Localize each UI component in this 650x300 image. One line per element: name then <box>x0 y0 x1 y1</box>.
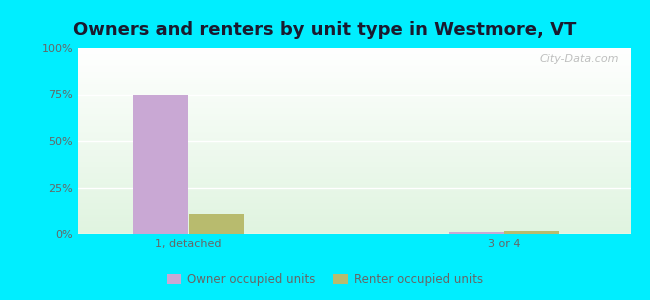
Text: Owners and renters by unit type in Westmore, VT: Owners and renters by unit type in Westm… <box>73 21 577 39</box>
Bar <box>504 231 560 234</box>
Bar <box>188 214 244 234</box>
Bar <box>133 94 188 234</box>
Bar <box>449 232 504 234</box>
Text: City-Data.com: City-Data.com <box>540 54 619 64</box>
Legend: Owner occupied units, Renter occupied units: Owner occupied units, Renter occupied un… <box>162 269 488 291</box>
